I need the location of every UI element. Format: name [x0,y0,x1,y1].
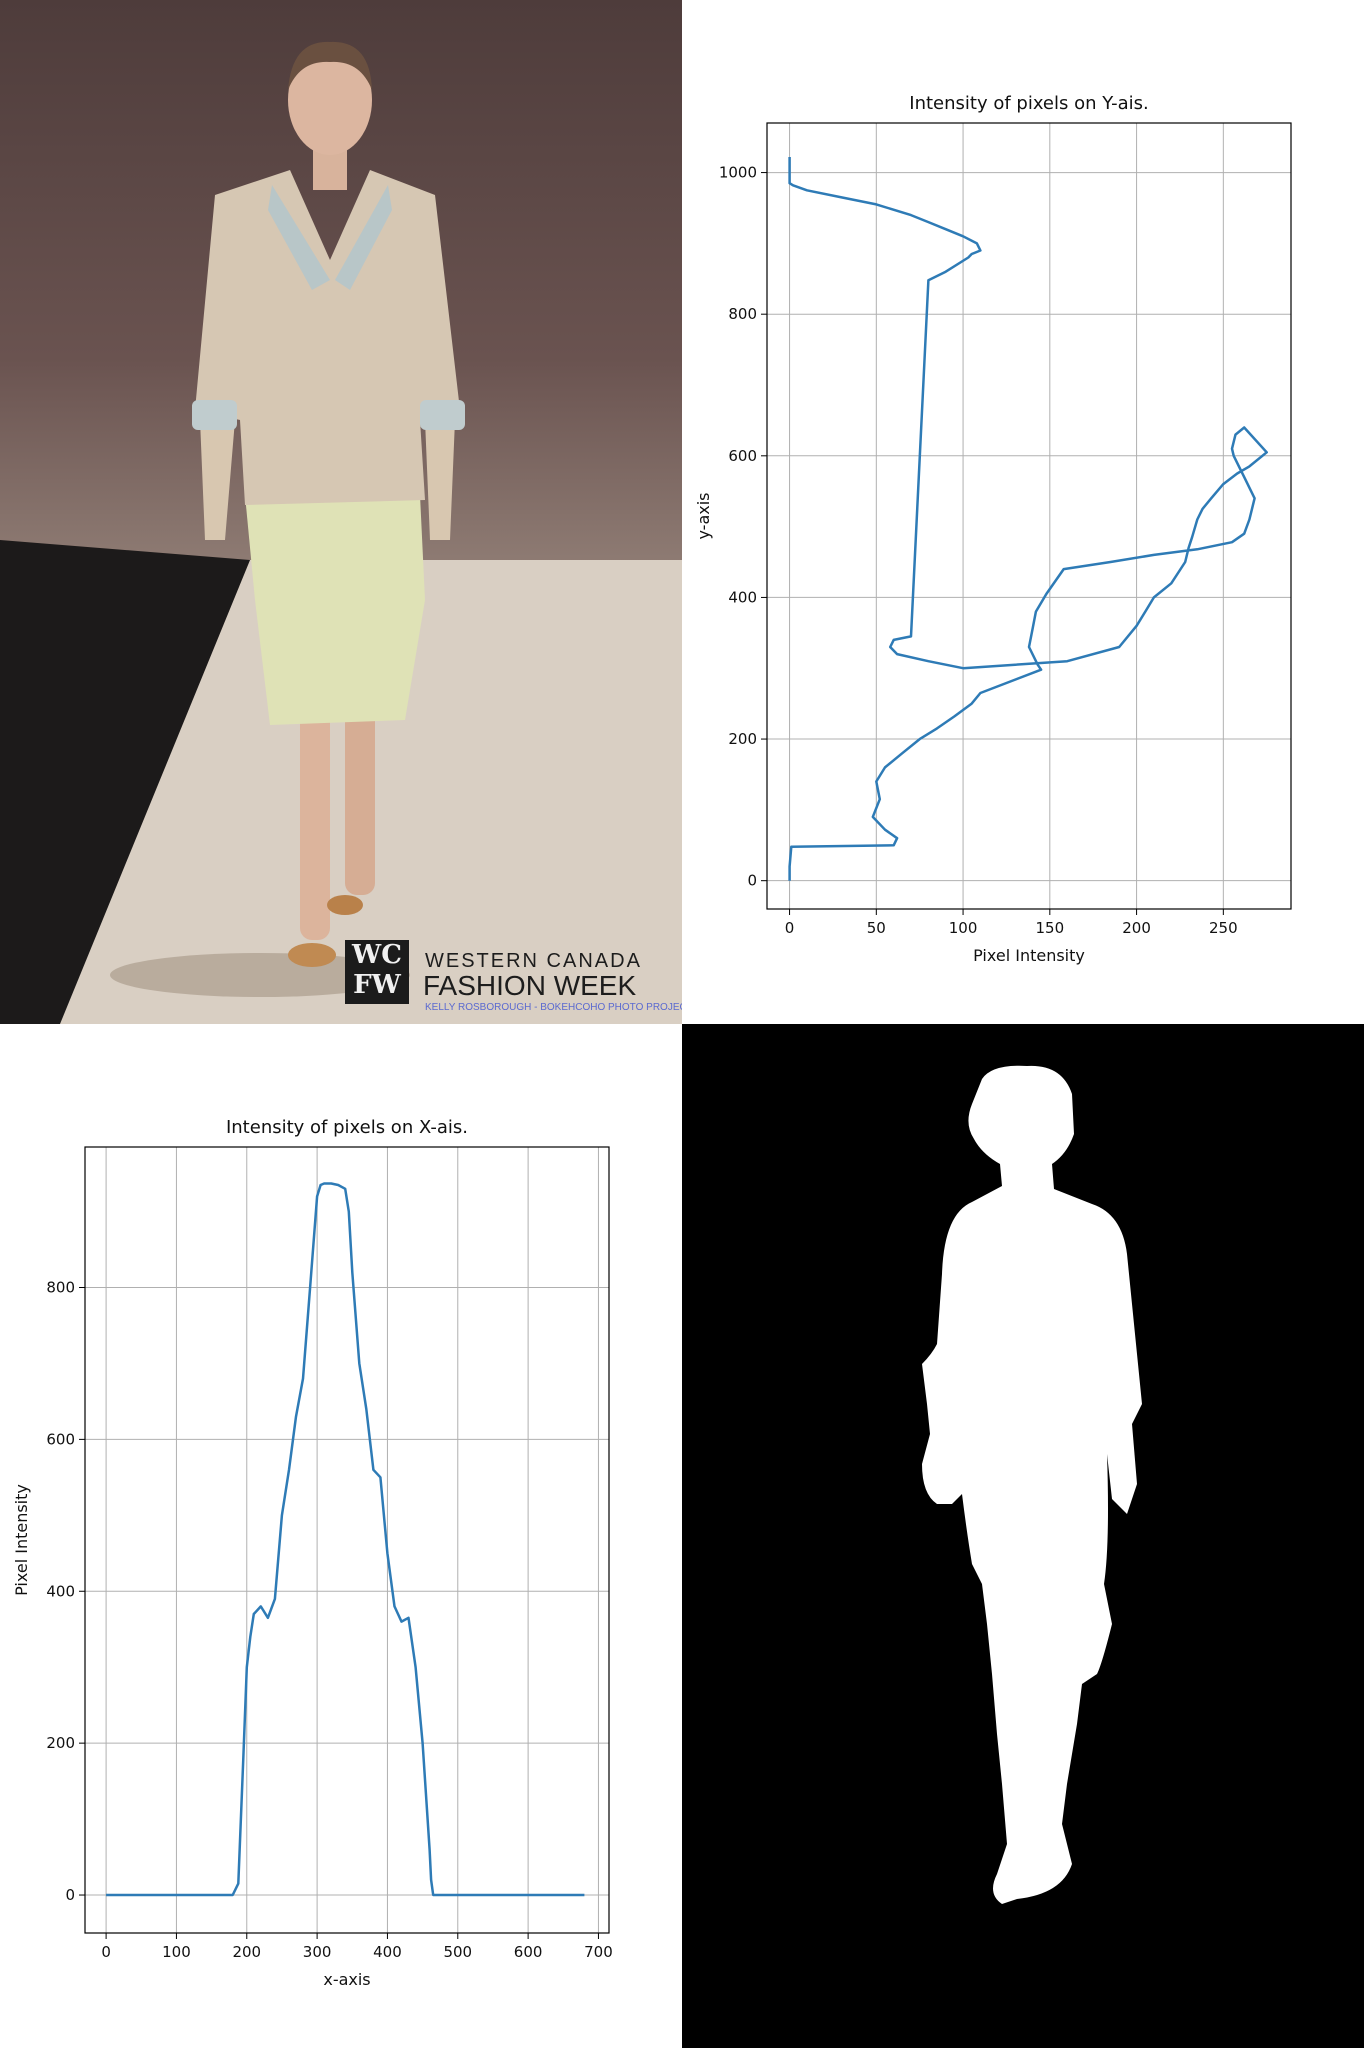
y-intensity-chart-panel: 0 50 100 150 200 250 0 200 400 600 800 1000 Intensit… [682,0,1364,1024]
xchart-ytick-label-3: 600 [46,1430,75,1448]
right-cuff [420,400,465,430]
xchart-xtick-label-7: 700 [584,1943,613,1961]
xchart-ytick-label-2: 400 [46,1582,75,1600]
xchart-ytick-label-0: 0 [65,1886,75,1904]
ychart-series-line-0 [788,157,1268,881]
ychart-xtick-label-3: 150 [1036,919,1065,937]
right-leg [345,680,375,895]
logo-photo-credit: KELLY ROSBOROUGH - BOKEHCOHO PHOTO PROJE… [425,1002,682,1013]
ychart-xtick-label-2: 100 [949,919,978,937]
floor-shadow [110,953,410,997]
xchart-ytick-label-4: 800 [46,1278,75,1296]
ychart-ytick-label-2: 400 [728,588,757,606]
runway-photo: WC FW WESTERN CANADA FASHION WEEK KELLY … [0,0,682,1024]
audience-shadow [0,540,250,1024]
segmentation-mask [682,1024,1364,2048]
right-shoe [327,895,363,915]
ychart-xtick-label-0: 0 [785,919,795,937]
silhouette-mask [922,1065,1142,1904]
x-intensity-chart: 0 100 200 300 400 500 600 700 0 200 400 600 800 Inten… [12,1117,613,1989]
left-cuff [192,400,237,430]
xchart-xtick-label-5: 500 [443,1943,472,1961]
logo-line-1: WESTERN CANADA [425,950,642,972]
left-shoe [288,943,336,967]
ychart-ytick-label-4: 800 [728,305,757,323]
ychart-ytick-label-3: 600 [728,447,757,465]
xchart-xtick-label-1: 100 [162,1943,191,1961]
head [288,45,372,155]
left-leg [300,680,330,940]
xchart-plot-frame [84,1146,610,1934]
ychart-xlabel: Pixel Intensity [973,946,1085,965]
fashion-week-logo: WC FW WESTERN CANADA FASHION WEEK KELLY … [345,940,682,1013]
xchart-xtick-label-6: 600 [514,1943,543,1961]
ychart-ytick-label-0: 0 [747,872,757,890]
right-lapel [335,185,392,290]
xchart-ylabel: Pixel Intensity [12,1484,31,1596]
x-intensity-chart-panel: 0 100 200 300 400 500 600 700 0 200 400 600 800 Inten… [0,1024,682,2048]
ychart-xtick-label-1: 50 [867,919,886,937]
y-intensity-chart: 0 50 100 150 200 250 0 200 400 600 800 1000 Intensit… [694,93,1292,965]
xchart-xtick-label-4: 400 [373,1943,402,1961]
xchart-series-line-0 [106,1182,585,1897]
xchart-xtick-label-2: 200 [232,1943,261,1961]
ychart-title: Intensity of pixels on Y-ais. [909,93,1148,114]
runway-photo-illustration [0,41,682,1024]
xchart-title: Intensity of pixels on X-ais. [226,1117,468,1138]
ychart-xtick-label-5: 250 [1209,919,1238,937]
hair [288,41,372,90]
skirt [245,495,425,725]
logo-line-2: FASHION WEEK [423,970,637,1001]
ychart-ytick-label-1: 200 [728,730,757,748]
xchart-xtick-label-3: 300 [303,1943,332,1961]
xchart-xtick-label-0: 0 [101,1943,111,1961]
jacket [195,170,460,505]
ychart-plot-frame [766,122,1292,910]
left-lapel [268,185,330,290]
xchart-xlabel: x-axis [323,1970,370,1989]
ychart-ytick-label-5: 1000 [719,164,757,182]
ychart-xtick-label-4: 200 [1122,919,1151,937]
logo-mark: WC FW [345,940,409,1004]
person-silhouette [922,1065,1142,1904]
xchart-ytick-label-1: 200 [46,1734,75,1752]
ychart-ylabel: y-axis [694,492,713,539]
